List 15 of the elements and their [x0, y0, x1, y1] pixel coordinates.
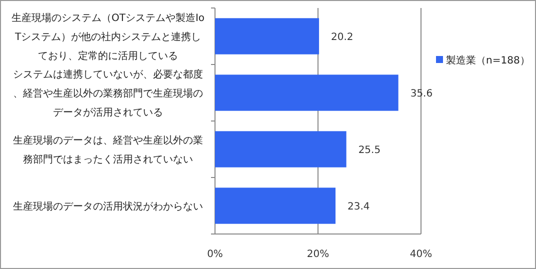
y-tick-label: 生産現場のデータは、経営や生産以外の業務部門ではまったく活用されていない [13, 134, 203, 166]
y-tick-label: 生産現場のデータの活用状況がわからない [13, 200, 203, 212]
data-label: 25.5 [358, 144, 381, 156]
bar [215, 18, 320, 54]
x-tick-label: 0% [207, 249, 223, 260]
data-label: 20.2 [331, 32, 354, 43]
bar [215, 74, 398, 111]
data-label: 23.4 [348, 201, 370, 212]
y-tick-label: 生産現場のシステム（OTシステムや製造IoTシステム）が他の社内システムと連携しており、定常的に活用している [11, 12, 205, 62]
y-tick-label: システムは連携していないが、必要な都度、経営や生産以外の業務部門で生産現場のデータが活用されている [13, 68, 203, 118]
bar [215, 131, 346, 168]
x-tick-label: 40% [410, 249, 432, 260]
legend-label: 製造業（n=188） [446, 54, 530, 66]
bar [215, 188, 336, 224]
x-tick-label: 20% [306, 249, 330, 260]
